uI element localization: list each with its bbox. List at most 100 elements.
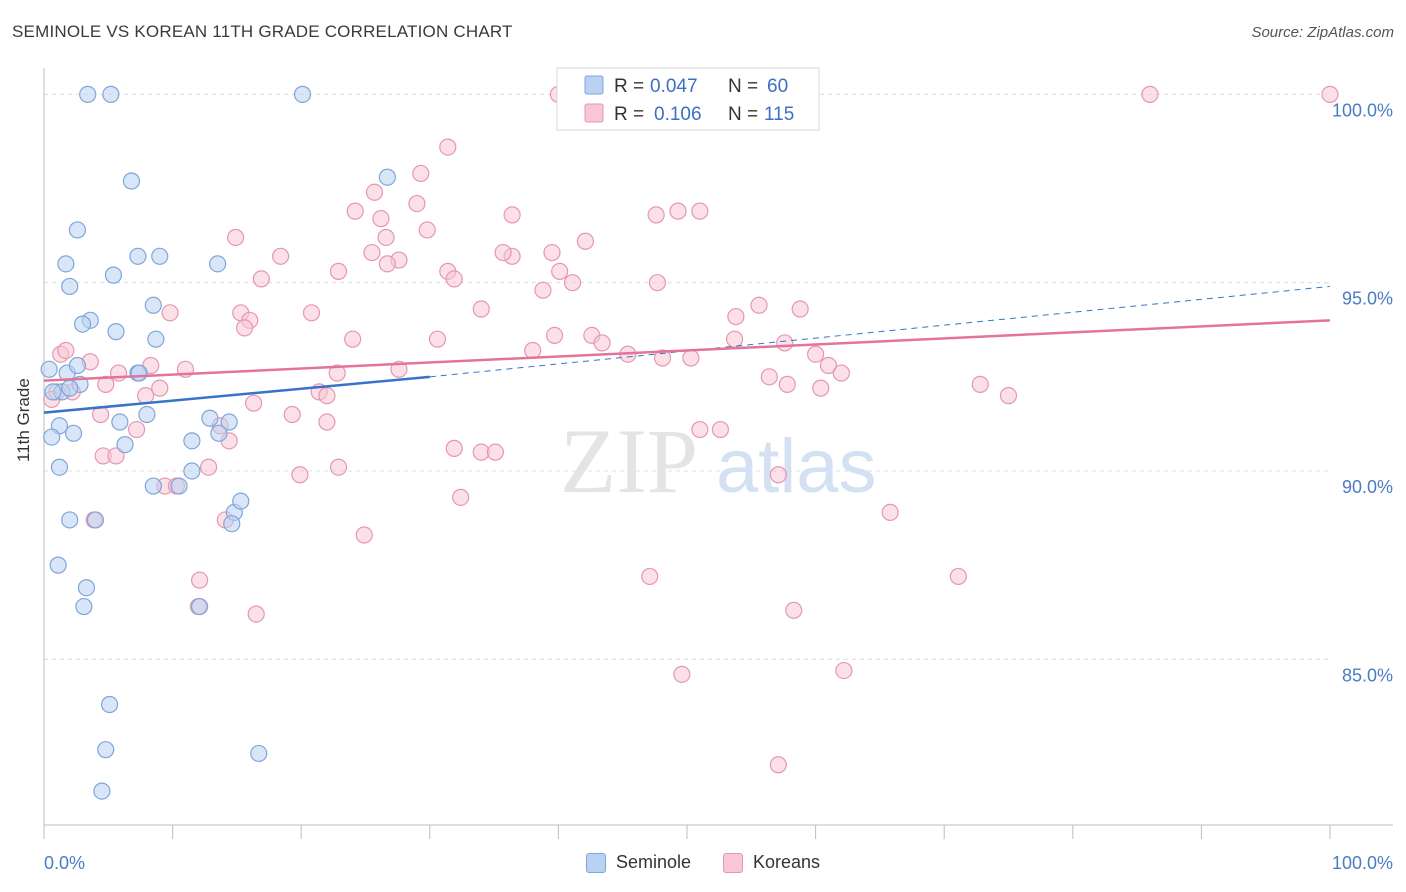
y-tick-label-0: 85.0% [1342,665,1393,685]
seminole-point-30 [64,424,83,442]
koreans-points [43,85,1339,774]
koreans-point-62 [832,364,850,382]
watermark-zip: ZIP [560,410,698,512]
koreans-point-21 [543,243,561,262]
koreans-point-31 [648,274,667,292]
correlation-legend: R = 0.047 N = 60 R = 0.106 N = 115 [556,67,820,131]
koreans-point-85 [445,439,463,457]
legend-n-value-seminole: 60 [767,76,788,97]
koreans-point-23 [329,262,348,280]
koreans-point-26 [551,262,569,280]
x-tick-label-1: 100.0% [1332,853,1393,873]
koreans-point-41 [344,330,362,348]
koreans-trend-line [43,319,1331,382]
koreans-point-38 [791,300,809,318]
koreans-point-7 [346,202,364,220]
koreans-point-1 [1141,85,1159,103]
seminole-point-47 [75,597,93,616]
series-legend: Seminole Koreans [0,852,1406,873]
koreans-point-3 [439,138,457,156]
koreans-point-65 [97,375,115,393]
koreans-point-9 [691,202,709,220]
seminole-point-49 [100,695,119,714]
koreans-point-34 [302,304,321,322]
seminole-point-7 [129,247,147,265]
koreans-point-90 [329,458,348,476]
seminole-point-38 [183,462,201,480]
seminole-point-19 [68,356,87,375]
koreans-point-17 [363,243,381,262]
legend-item-seminole: Seminole [585,852,691,873]
seminole-point-11 [61,277,79,296]
seminole-point-3 [378,168,396,186]
koreans-point-76 [245,394,263,412]
koreans-point-60 [760,368,778,386]
koreans-point-82 [691,420,709,439]
koreans-point-54 [57,341,75,360]
koreans-point-96 [881,503,899,522]
koreans-point-95 [769,466,787,484]
koreans-point-103 [191,571,209,589]
seminole-point-33 [183,432,201,450]
legend-r-value-seminole: 0.047 [650,76,698,97]
seminole-trend-extension [429,285,1331,378]
seminole-point-44 [86,511,105,529]
legend-swatch-seminole [584,75,604,95]
seminole-point-50 [97,741,115,759]
seminole-point-36 [50,458,69,476]
seminole-point-0 [79,85,97,103]
koreans-point-12 [503,206,521,224]
chart-source: Source: ZipAtlas.com [1251,24,1394,41]
koreans-point-61 [819,356,838,375]
koreans-point-77 [283,405,301,424]
koreans-point-63 [109,364,128,382]
koreans-point-46 [725,330,744,348]
x-tick-labels: 0.0% 100.0% [44,853,1393,873]
koreans-point-66 [151,379,169,397]
seminole-point-17 [40,360,58,378]
koreans-point-42 [428,330,447,348]
koreans-point-100 [355,526,373,544]
koreans-point-11 [669,202,687,220]
legend-swatch-koreans-bottom [723,852,743,873]
koreans-point-37 [750,296,768,314]
seminole-point-2 [293,85,312,103]
seminole-point-41 [232,492,250,510]
seminole-point-42 [223,515,241,533]
koreans-point-24 [378,255,396,273]
grid-lines [44,93,1330,660]
seminole-point-10 [104,266,123,284]
koreans-point-6 [408,194,426,213]
axes [43,68,1393,839]
koreans-point-108 [769,756,787,774]
seminole-point-52 [93,782,111,800]
koreans-point-51 [682,349,700,367]
seminole-point-8 [151,247,169,265]
seminole-points [40,85,396,800]
koreans-point-30 [563,274,582,292]
koreans-point-75 [136,387,155,405]
seminole-point-28 [220,413,238,431]
koreans-point-22 [576,232,595,250]
koreans-point-69 [778,375,796,393]
seminole-point-35 [116,436,134,454]
koreans-point-29 [534,281,552,299]
seminole-point-6 [57,255,75,273]
legend-r-label-koreans: R = [614,104,644,125]
seminole-point-51 [250,744,268,763]
koreans-point-94 [291,466,309,484]
seminole-trend-line [43,375,430,414]
koreans-point-36 [727,307,745,326]
legend-n-label-seminole: N = [728,76,758,97]
seminole-point-24 [44,383,62,401]
koreans-point-101 [641,567,659,586]
koreans-point-32 [161,304,179,322]
koreans-point-16 [272,247,290,265]
koreans-point-89 [107,447,125,465]
seminole-point-46 [77,579,96,597]
koreans-point-107 [835,661,853,680]
koreans-point-97 [452,488,470,506]
koreans-point-2 [1321,85,1339,103]
y-tick-label-3: 100.0% [1332,100,1393,120]
koreans-point-4 [412,164,430,183]
